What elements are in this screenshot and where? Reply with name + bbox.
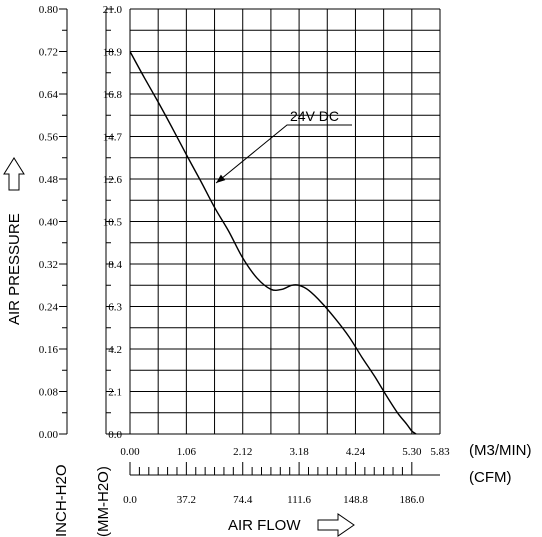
x-ticks-cfm: 0.0 37.2 74.4 111.6 148.8 186.0 — [123, 494, 425, 506]
x-tick-label-cfm: 148.8 — [343, 494, 368, 506]
grid-lines — [59, 8, 441, 476]
y-tick-label-inchh2o: 0.48 — [39, 174, 59, 186]
y-tick-label-mmh2o: 12.6 — [103, 174, 123, 186]
x-tick-label-m3min: 1.06 — [177, 446, 197, 458]
x-tick-label-cfm: 186.0 — [399, 494, 424, 506]
x-tick-label-cfm: 0.0 — [123, 494, 137, 506]
x-tick-label-m3min: 0.00 — [120, 446, 140, 458]
x-tick-label-m3min: 5.30 — [402, 446, 422, 458]
y-tick-label-inchh2o: 0.24 — [39, 302, 59, 314]
x-units-primary: (M3/MIN) — [469, 442, 532, 459]
y-tick-label-inchh2o: 0.16 — [39, 344, 59, 356]
x-tick-label-cfm: 37.2 — [177, 494, 196, 506]
y-tick-label-mmh2o: 0.0 — [108, 429, 122, 441]
y-tick-label-mmh2o: 16.8 — [103, 89, 123, 101]
y-tick-label-mmh2o: 14.7 — [103, 132, 123, 144]
series-line-24v-dc — [129, 51, 417, 435]
x-tick-label-m3min: 5.83 — [430, 446, 450, 458]
y-tick-label-mmh2o: 8.4 — [108, 259, 122, 271]
y-ticks-mmh2o: 0.0 2.1 4.2 6.3 8.4 10.5 12.6 14.7 16.8 18.9 21.0 — [103, 4, 123, 441]
x-axis-title: AIR FLOW — [228, 517, 301, 534]
x-tick-label-cfm: 111.6 — [287, 494, 311, 506]
y-tick-label-inchh2o: 0.72 — [39, 47, 58, 59]
y-tick-label-mmh2o: 2.1 — [108, 387, 122, 399]
y-units-outer: INCH-H2O — [53, 464, 70, 537]
y-tick-label-mmh2o: 4.2 — [108, 344, 122, 356]
x-units-secondary: (CFM) — [469, 469, 511, 486]
y-tick-label-mmh2o: 10.5 — [103, 217, 123, 229]
y-tick-label-inchh2o: 0.08 — [39, 387, 59, 399]
y-tick-label-inchh2o: 0.32 — [39, 259, 58, 271]
y-ticks-inchh2o: 0.00 0.08 0.16 0.24 0.32 0.40 0.48 0.56 0.64 0.72… — [39, 4, 59, 441]
annotation-leader-line — [215, 124, 352, 184]
x-tick-label-m3min: 3.18 — [289, 446, 309, 458]
y-axis-title: AIR PRESSURE — [6, 213, 23, 325]
annotation-label: 24V DC — [290, 108, 339, 124]
y-tick-label-inchh2o: 0.00 — [39, 429, 59, 441]
annotation-arrow-icon — [216, 174, 226, 183]
y-tick-label-inchh2o: 0.64 — [39, 89, 59, 101]
y-tick-label-inchh2o: 0.56 — [39, 132, 59, 144]
x-tick-label-m3min: 4.24 — [346, 446, 366, 458]
y-axis-arrow-icon — [3, 157, 25, 191]
y-units-inner: (MM-H2O) — [95, 466, 112, 537]
y-tick-label-mmh2o: 18.9 — [103, 47, 123, 59]
y-tick-label-mmh2o: 6.3 — [108, 302, 122, 314]
y-tick-label-mmh2o: 21.0 — [103, 4, 123, 16]
y-tick-label-inchh2o: 0.40 — [39, 217, 59, 229]
x-tick-label-m3min: 2.12 — [233, 446, 252, 458]
x-tick-label-cfm: 74.4 — [233, 494, 253, 506]
x-ticks-m3min: 0.00 1.06 2.12 3.18 4.24 5.30 5.83 — [120, 446, 450, 458]
y-tick-label-inchh2o: 0.80 — [39, 4, 59, 16]
x-axis-arrow-icon — [317, 513, 355, 537]
curve-layer — [129, 51, 417, 435]
